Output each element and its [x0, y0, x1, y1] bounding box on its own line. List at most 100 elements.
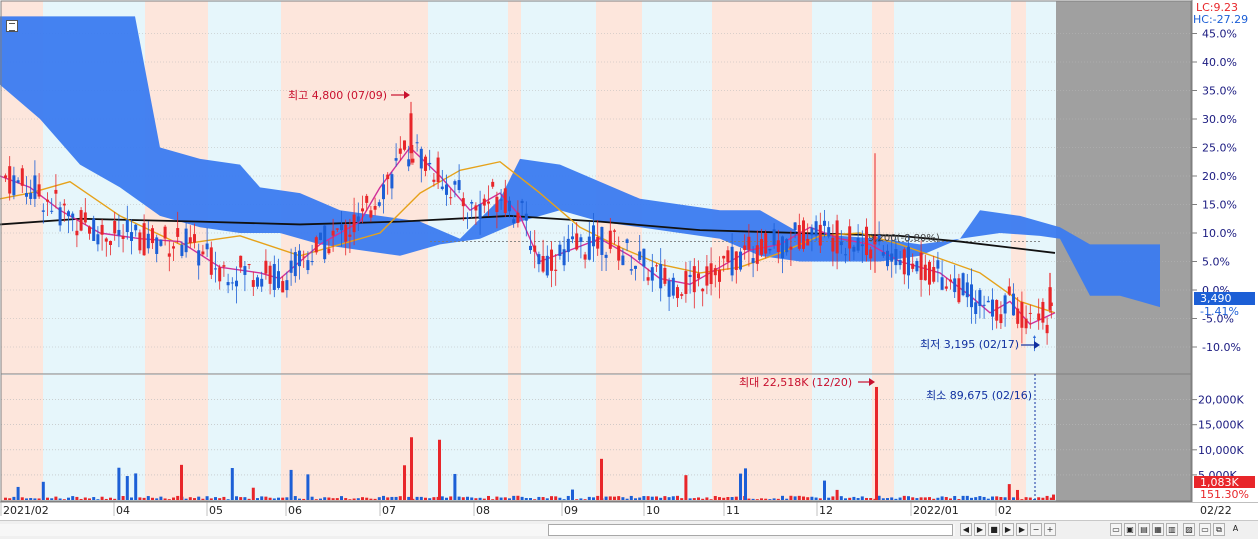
candle-body	[554, 269, 558, 271]
volume-spike	[600, 458, 603, 500]
candle-body	[134, 224, 138, 231]
play-button[interactable]: ▶	[974, 523, 986, 536]
price-background-band	[1011, 1, 1026, 374]
scroll-right-button[interactable]: ▶	[1002, 523, 1014, 536]
candle-body	[583, 254, 587, 260]
scrollbar-thumb[interactable]	[548, 524, 953, 536]
volume-bar	[373, 498, 377, 500]
candle-body	[41, 210, 45, 212]
scroll-end-button[interactable]: ▶	[1016, 523, 1028, 536]
volume-bar	[474, 498, 478, 500]
candle-body	[474, 205, 478, 211]
candle-body	[818, 224, 822, 246]
volume-bar	[478, 497, 482, 500]
volume-bar	[608, 496, 612, 500]
candle-body	[1007, 286, 1011, 295]
candle-body	[856, 237, 860, 251]
candle-body	[764, 233, 768, 254]
volume-bar	[230, 468, 234, 500]
candle-body	[726, 250, 730, 262]
candle-body	[848, 226, 852, 249]
chart-scrollbar[interactable]	[0, 524, 955, 536]
candle-body	[277, 271, 280, 288]
layout-grid-icon[interactable]: ▨	[1183, 523, 1195, 536]
candle-body	[608, 230, 612, 249]
font-size-icon[interactable]: A	[1232, 524, 1239, 533]
layout-quad-icon[interactable]: ▦	[1152, 523, 1164, 536]
layout-single-icon[interactable]: ▭	[1110, 523, 1122, 536]
layout-split-icon[interactable]: ▣	[1124, 523, 1136, 536]
candle-body	[180, 244, 184, 256]
x-last-date: 02/22	[1200, 504, 1232, 517]
candle-body	[991, 299, 994, 317]
candle-body	[138, 232, 142, 251]
candle-body	[923, 264, 927, 281]
volume-bar	[629, 495, 633, 500]
candle-body	[4, 175, 7, 178]
volume-bar	[256, 498, 259, 500]
stop-button[interactable]: ■	[988, 523, 1000, 536]
volume-bar	[369, 498, 373, 500]
volume-bar	[1049, 497, 1053, 500]
chart-settings-icon[interactable]	[6, 20, 18, 32]
view-toggle-icon[interactable]: ▭	[1199, 523, 1211, 536]
volume-bar	[974, 497, 978, 500]
view-compare-icon[interactable]: ⧉	[1213, 523, 1225, 536]
candle-body	[239, 255, 243, 268]
volume-bar	[146, 496, 150, 500]
x-tick-label: 11	[726, 504, 740, 517]
candle-body	[268, 265, 272, 284]
candle-body	[802, 220, 805, 249]
volume-bar	[680, 498, 684, 500]
zoom-out-button[interactable]: −	[1030, 523, 1042, 536]
hc-label: HC:-27.29	[1193, 13, 1248, 26]
x-tick-label: 07	[382, 504, 396, 517]
candle-body	[965, 282, 969, 298]
volume-bar	[827, 497, 831, 500]
volume-bar	[37, 498, 41, 500]
volume-bar	[109, 497, 112, 500]
candle-body	[684, 271, 688, 294]
candle-body	[365, 195, 369, 203]
x-tick-label: 2022/01	[913, 504, 959, 517]
volume-bar	[949, 498, 952, 500]
scroll-left-button[interactable]: ◀	[960, 523, 972, 536]
volume-bar	[335, 498, 339, 500]
candle-body	[919, 252, 923, 280]
volume-bar	[856, 498, 860, 500]
price-tick-label: 35.0%	[1202, 85, 1237, 98]
candle-body	[739, 251, 742, 270]
volume-bar	[20, 497, 24, 500]
candle-body	[953, 278, 957, 293]
volume-bar	[940, 496, 944, 500]
candle-body	[541, 255, 545, 272]
price-tick-label: 10.0%	[1202, 227, 1237, 240]
candle-body	[655, 265, 658, 267]
volume-bar	[251, 487, 255, 500]
candle-body	[932, 266, 936, 282]
current-volume-ratio: 151.30%	[1200, 488, 1249, 501]
candle-body	[344, 224, 348, 242]
candle-body	[940, 277, 944, 290]
candle-body	[176, 228, 180, 237]
volume-bar	[978, 496, 982, 500]
volume-bar	[25, 498, 28, 500]
volume-bar	[781, 495, 784, 500]
volume-bar	[499, 497, 503, 500]
volume-bar	[734, 496, 738, 500]
zoom-in-button[interactable]: +	[1044, 523, 1056, 536]
volume-bar	[583, 499, 587, 500]
candle-body	[209, 247, 213, 275]
price-tick-label: 20.0%	[1202, 170, 1237, 183]
volume-bar	[62, 499, 66, 500]
volume-bar	[730, 497, 734, 500]
volume-bar	[188, 497, 192, 500]
layout-double-icon[interactable]: ▤	[1138, 523, 1150, 536]
volume-bar	[457, 496, 461, 500]
candle-body	[256, 277, 259, 287]
volume-bar	[898, 497, 902, 500]
volume-bar	[524, 498, 528, 500]
candle-body	[109, 240, 112, 246]
price-tick-label: 45.0%	[1202, 28, 1237, 41]
layout-wide-icon[interactable]: ▥	[1166, 523, 1178, 536]
